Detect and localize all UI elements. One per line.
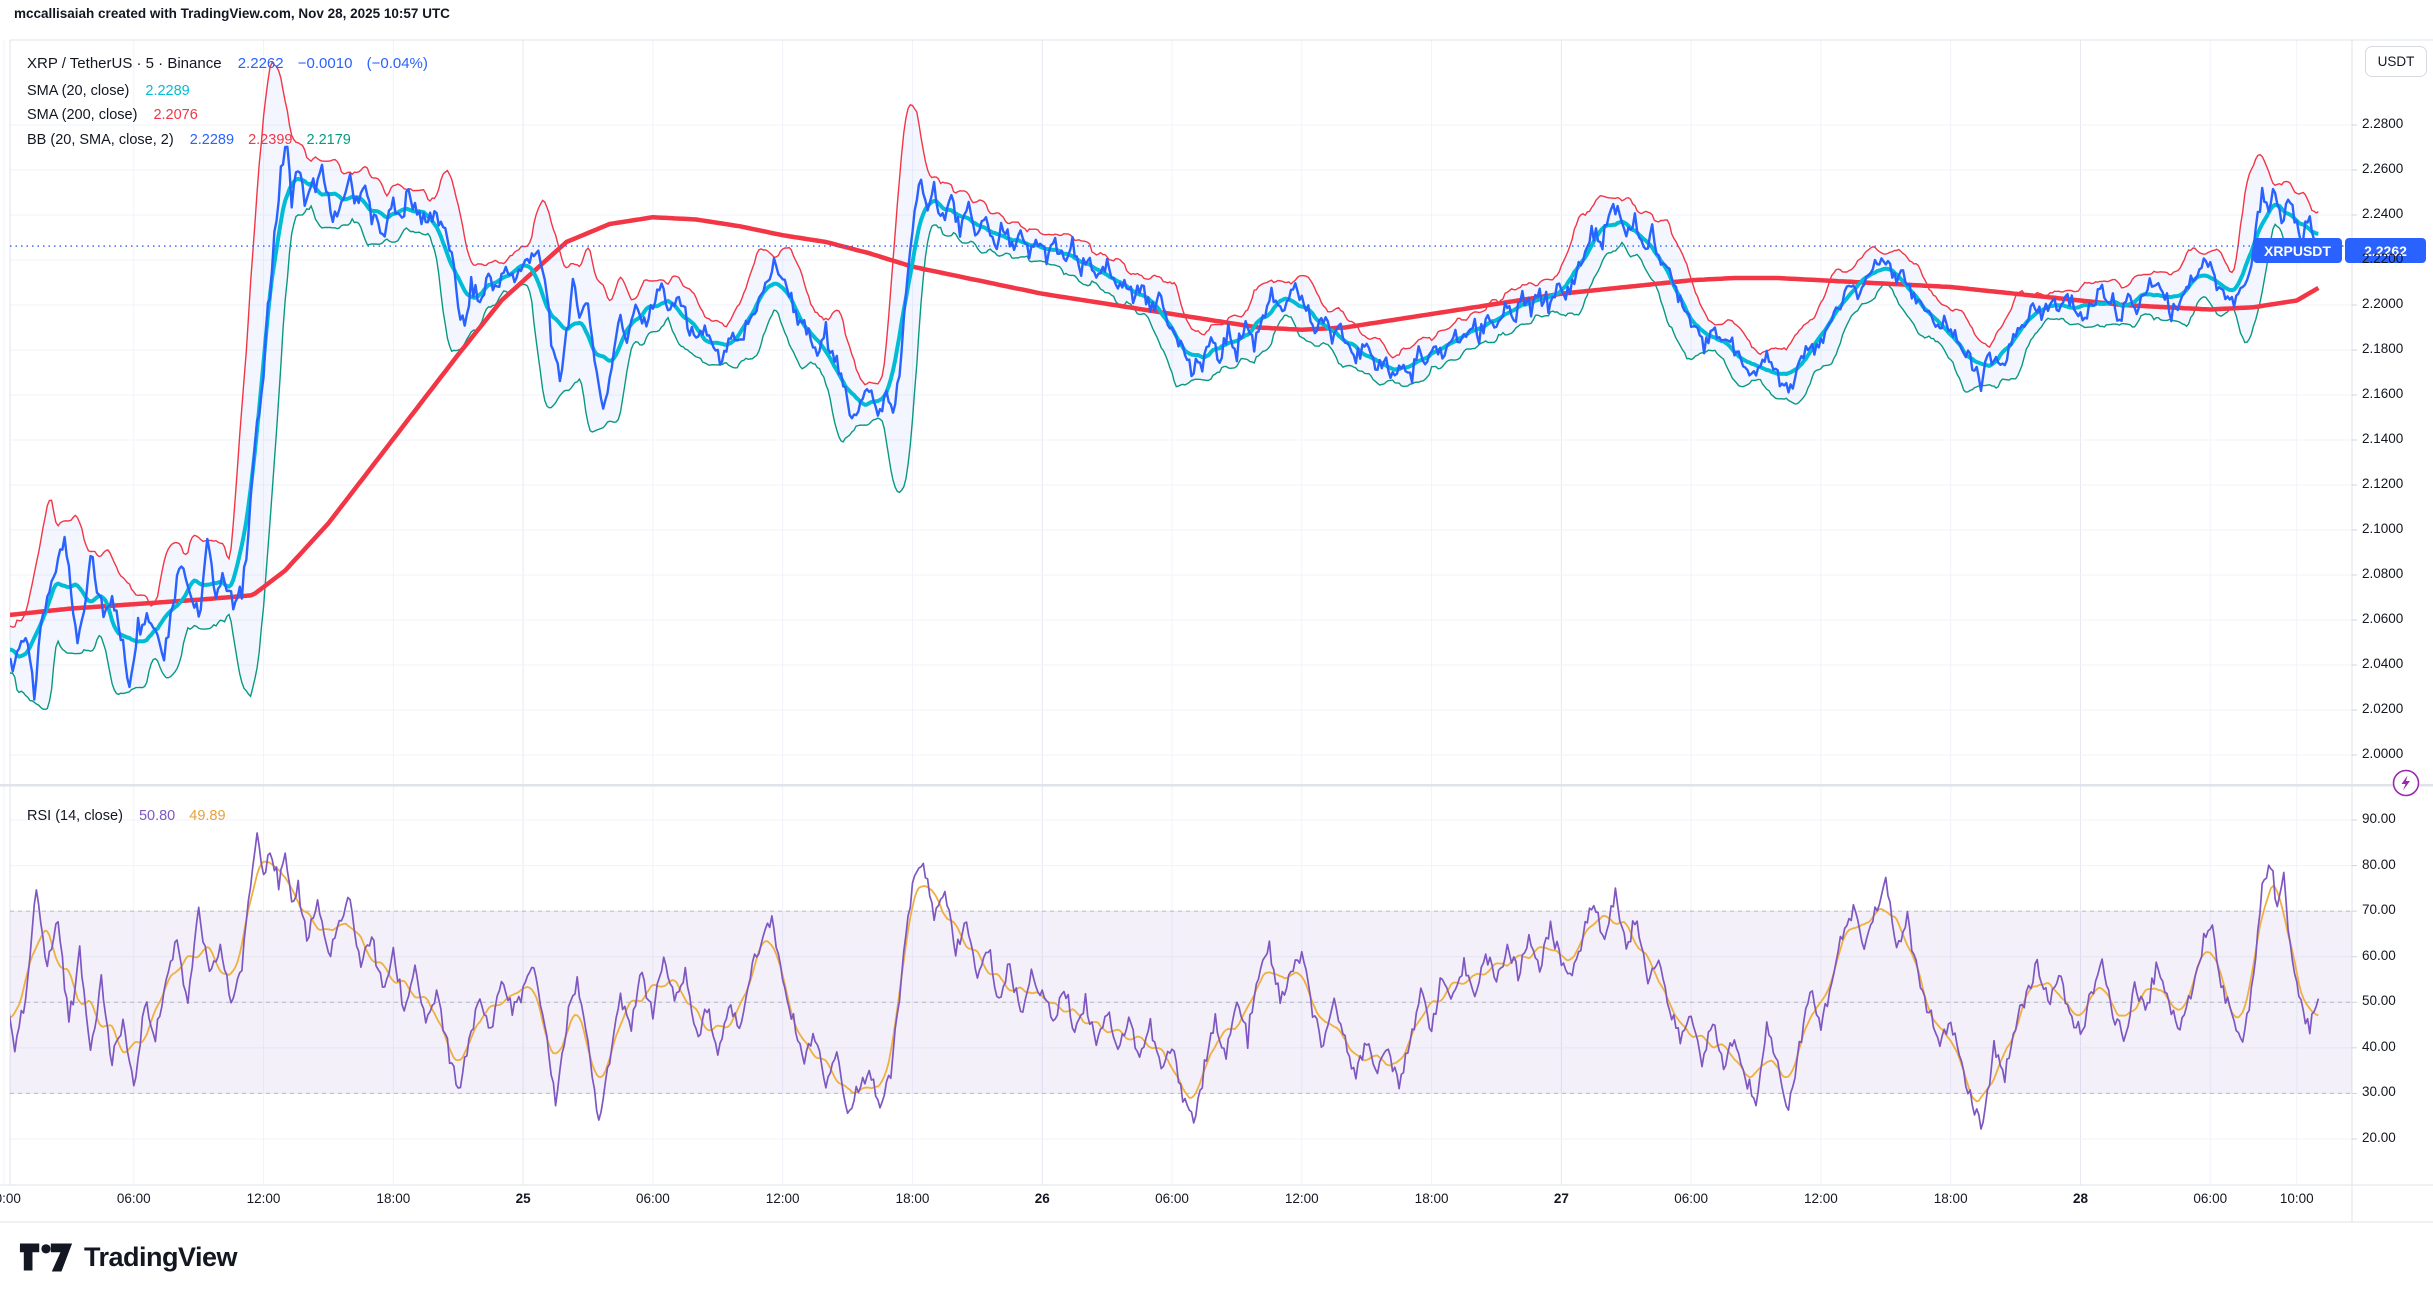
currency-toggle-button[interactable]: USDT [2365,46,2427,77]
price-pane[interactable] [4,60,2320,711]
rsi-tick-label: 90.00 [2362,811,2396,826]
bb-lower-value: 2.2179 [306,132,351,148]
time-tick-label: 00:00 [0,1191,21,1206]
symbol-price: 2.2262 [237,55,284,72]
time-tick-label: 06:00 [1155,1191,1189,1206]
price-tick-label: 2.2000 [2362,296,2404,311]
legend-sma20-row[interactable]: SMA (20, close) 2.2289 [27,79,190,103]
tradingview-logo-text: TradingView [84,1242,238,1272]
time-tick-label: 18:00 [895,1191,930,1206]
time-tick-label: 06:00 [635,1191,670,1206]
price-tick-label: 2.2200 [2362,251,2404,266]
sma200-line [10,214,2320,618]
bb-label: BB (20, SMA, close, 2) [27,132,174,148]
lightning-quick-trade-icon[interactable] [2392,769,2420,797]
rsi-tick-label: 80.00 [2362,856,2396,872]
rsi-line [10,832,2320,1130]
time-tick-label: 12:00 [1804,1191,1838,1206]
badge-price: 2.2262 [2345,238,2426,263]
price-tick-label: 2.2400 [2362,206,2404,221]
price-tick-label: 2.1200 [2362,476,2404,491]
price-tick-label: 2.1800 [2362,341,2404,356]
pane-borders [0,39,2433,1223]
legend-rsi-row[interactable]: RSI (14, close) 50.80 49.89 [27,804,226,828]
symbol-title: XRP / TetherUS · 5 · Binance [27,55,222,72]
time-tick-label: 25 [515,1191,531,1206]
rsi-tick-label: 60.00 [2362,947,2396,963]
time-tick-label: 27 [1553,1191,1569,1206]
bb-upper-line [10,60,2319,628]
price-tick-label: 2.0400 [2362,656,2404,671]
rsi-axis[interactable] [2353,787,2433,1185]
time-tick-label: 10:00 [2279,1191,2314,1206]
rsi-tick-label: 20.00 [2362,1129,2396,1145]
attribution-text: mccallisaiah created with TradingView.co… [14,6,450,21]
price-tick-label: 2.2800 [2362,116,2404,131]
tradingview-footer-logo[interactable]: TradingView [18,1242,238,1273]
bb-basis-value: 2.2289 [189,132,235,148]
rsi-ma-value: 49.89 [189,808,226,824]
time-tick-label: 18:00 [376,1191,411,1206]
bb-lower-line [10,204,2319,711]
time-tick-label: 18:00 [1414,1191,1449,1206]
price-tick-label: 2.0800 [2362,566,2404,581]
legend-symbol-row[interactable]: XRP / TetherUS · 5 · Binance 2.2262 −0.0… [27,52,428,76]
sma20-line [10,176,2319,659]
time-tick-label: 18:00 [1933,1191,1968,1206]
time-tick-label: 06:00 [1674,1191,1709,1206]
legend-sma200-row[interactable]: SMA (200, close) 2.2076 [27,103,198,127]
time-axis[interactable] [0,1185,2433,1225]
sma20-label: SMA (20, close) [27,83,130,99]
symbol-change: −0.0010 [297,55,353,72]
bb-fill [10,62,2319,710]
sma200-label: SMA (200, close) [27,107,138,123]
time-tick-label: 12:00 [1284,1191,1319,1206]
time-tick-label: 26 [1034,1191,1050,1206]
price-tick-label: 2.1600 [2362,386,2404,401]
price-tick-label: 2.1000 [2362,521,2404,536]
sma20-value: 2.2289 [145,83,190,99]
sma200-value: 2.2076 [153,107,198,123]
price-line [10,145,2320,701]
price-tick-label: 2.0200 [2362,701,2404,716]
price-axis[interactable] [2353,40,2433,785]
legend-bb-row[interactable]: BB (20, SMA, close, 2) 2.2289 2.2399 2.2… [27,128,351,152]
tradingview-logo-icon [19,1243,73,1272]
rsi-pane[interactable] [4,832,2352,1130]
price-tick-label: 2.2600 [2362,161,2404,176]
time-tick-label: 12:00 [246,1191,281,1206]
rsi-value: 50.80 [138,808,176,824]
rsi-label: RSI (14, close) [27,808,123,824]
price-tick-label: 2.1400 [2362,431,2404,446]
time-tick-label: 06:00 [116,1191,151,1206]
bb-upper-value: 2.2399 [248,132,293,148]
current-price-badge[interactable]: XRPUSDT 2.2262 [2253,238,2426,263]
badge-symbol: XRPUSDT [2253,238,2342,263]
rsi-tick-label: 40.00 [2362,1038,2396,1054]
price-tick-label: 2.0000 [2362,746,2404,761]
time-tick-label: 28 [2072,1191,2088,1206]
rsi-tick-label: 30.00 [2362,1084,2396,1100]
time-tick-label: 12:00 [765,1191,800,1206]
price-tick-label: 2.0600 [2362,611,2404,626]
rsi-tick-label: 70.00 [2362,902,2396,918]
time-tick-label: 06:00 [2193,1191,2228,1206]
rsi-tick-label: 50.00 [2362,993,2396,1009]
symbol-change-pct: (−0.04%) [366,55,428,72]
